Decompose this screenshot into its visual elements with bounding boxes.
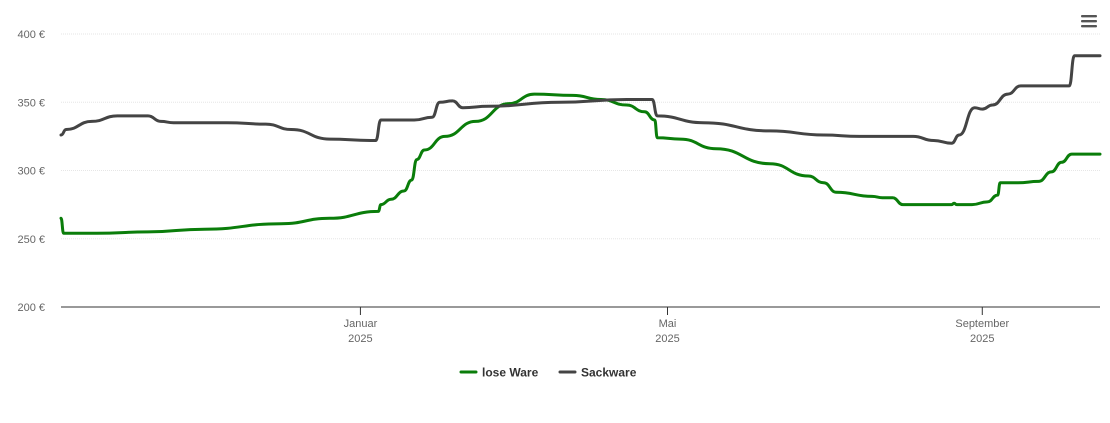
x-tick-label-month: September — [955, 318, 1009, 330]
grid-lines — [61, 33, 1100, 240]
legend[interactable]: lose Ware Sackware — [459, 366, 637, 380]
hamburger-menu-icon[interactable] — [1078, 10, 1100, 32]
y-tick-label: 200 € — [17, 302, 45, 314]
y-tick-label: 250 € — [17, 234, 45, 246]
legend-label: Sackware — [581, 366, 637, 380]
x-tick-label-year: 2025 — [970, 333, 994, 345]
y-tick-label: 400 € — [17, 29, 45, 41]
series-line-lose-ware — [59, 92, 1102, 235]
legend-item-sackware[interactable]: Sackware — [558, 366, 637, 380]
y-tick-label: 350 € — [17, 97, 45, 109]
series-line-sackware — [59, 54, 1102, 145]
y-axis: 200 € 250 € 300 € 350 € 400 € — [17, 29, 45, 314]
y-tick-label: 300 € — [17, 166, 45, 178]
x-axis: Januar 2025 Mai 2025 September 2025 — [61, 306, 1100, 345]
x-tick-label-year: 2025 — [655, 333, 679, 345]
plot-area — [59, 54, 1102, 235]
x-tick-label-month: Mai — [659, 318, 677, 330]
legend-label: lose Ware — [482, 366, 539, 380]
x-tick-label-year: 2025 — [348, 333, 372, 345]
legend-item-lose-ware[interactable]: lose Ware — [459, 366, 539, 380]
x-tick-label-month: Januar — [344, 318, 378, 330]
